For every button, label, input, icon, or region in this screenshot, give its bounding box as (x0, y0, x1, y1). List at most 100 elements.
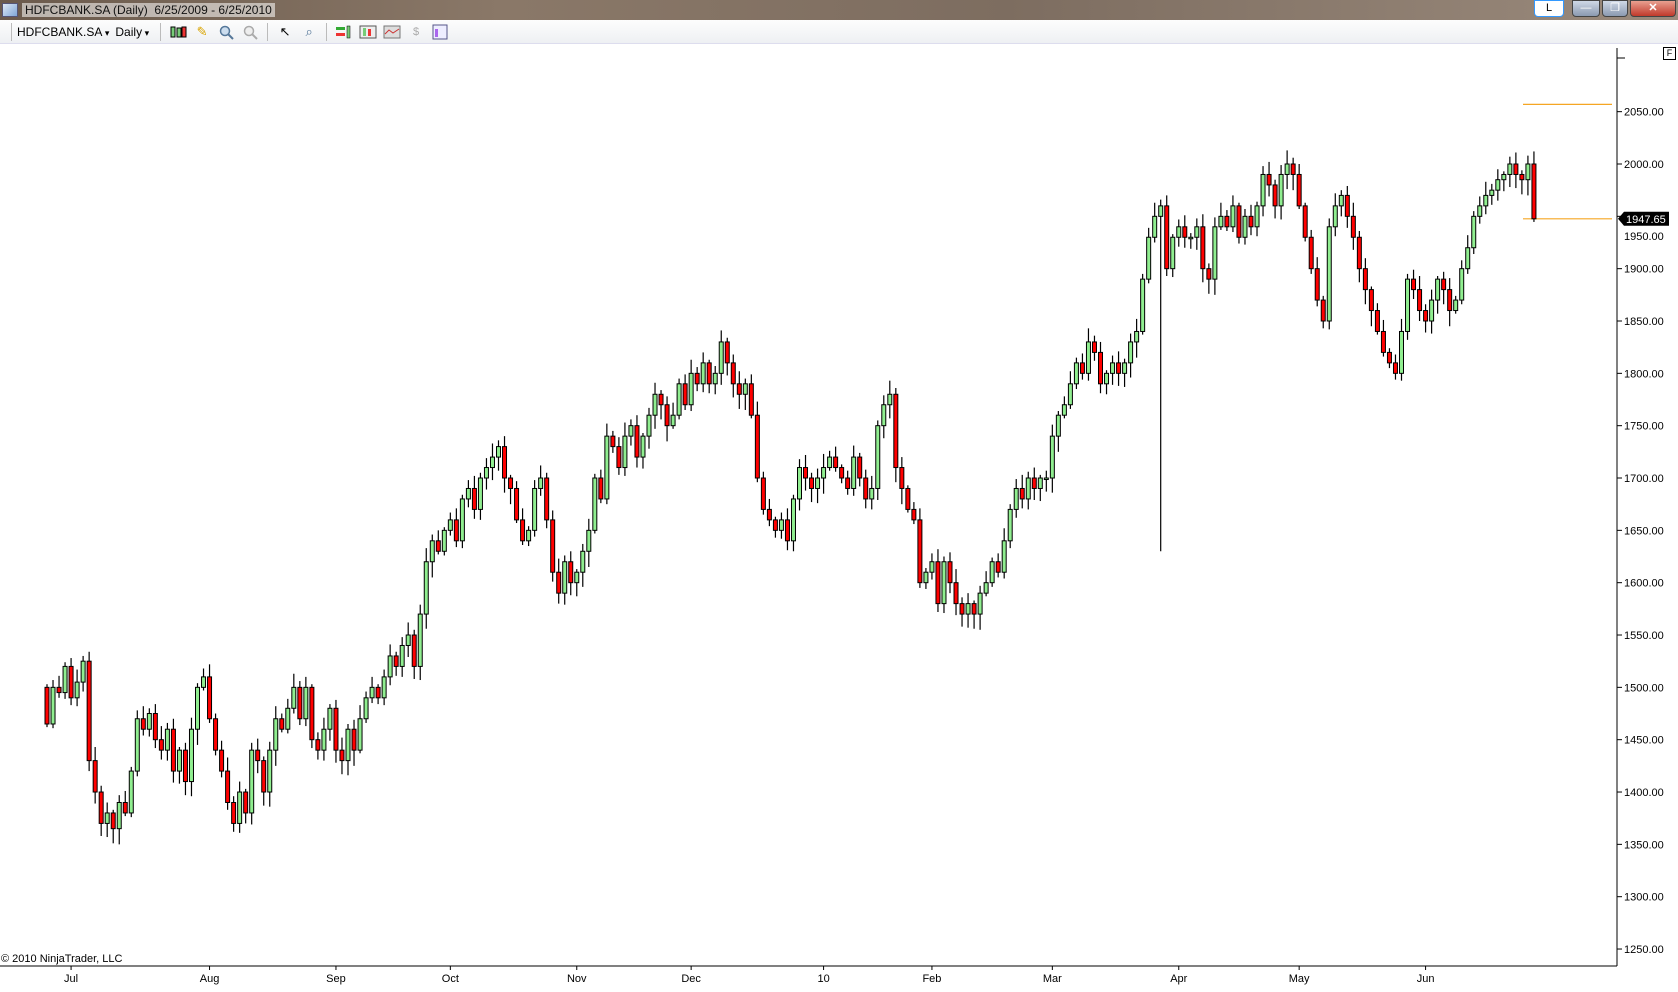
candle-down (1266, 161, 1272, 197)
candle-body (1344, 194, 1350, 217)
candle-body (453, 519, 459, 542)
candle-up (1013, 479, 1019, 518)
candle-down (225, 757, 231, 810)
strategies-icon[interactable] (359, 24, 377, 40)
candle-body (574, 571, 580, 584)
candle-up (538, 465, 544, 496)
candle-up (1465, 235, 1471, 274)
instrument-dropdown[interactable]: HDFCBANK.SA (17, 25, 109, 39)
candle-body (712, 372, 718, 385)
dollar-order-icon[interactable]: $ (413, 25, 420, 38)
candle-body (1031, 477, 1037, 489)
candle-body (1477, 205, 1483, 217)
candle-down (56, 675, 62, 698)
candle-body (92, 760, 98, 793)
candle-body (1218, 215, 1224, 228)
pencil-draw-icon[interactable]: ✎ (196, 23, 208, 39)
candle-down (995, 553, 1001, 578)
candle-body (772, 519, 778, 531)
candle-body (1362, 268, 1368, 291)
candle-up (321, 717, 327, 761)
properties-icon[interactable] (431, 24, 449, 40)
candle-body (1073, 362, 1079, 385)
candle-up (778, 512, 784, 539)
candle-body (1134, 330, 1140, 343)
candle-down (1441, 271, 1447, 305)
candle-body (315, 739, 321, 751)
candle-body (267, 749, 273, 793)
candle-down (658, 390, 664, 420)
candle-up (1152, 202, 1158, 243)
candle-down (634, 415, 640, 468)
candle-down (333, 699, 339, 763)
window-title: HDFCBANK.SA (Daily) 6/25/2009 - 6/25/201… (22, 3, 275, 17)
candle-body (827, 456, 833, 469)
candle-body (742, 383, 748, 395)
cursor-select-icon[interactable]: ↖ (279, 23, 291, 39)
candle-body (1471, 215, 1477, 249)
candle-down (953, 569, 959, 616)
interval-dropdown[interactable]: Daily (115, 25, 149, 39)
divider (267, 22, 269, 41)
candle-body (225, 770, 231, 803)
candle-up (1170, 234, 1176, 278)
candle-down (1350, 202, 1356, 250)
candle-up (1122, 358, 1128, 387)
candle-down (784, 508, 790, 551)
candle-up (1477, 196, 1483, 224)
candle-body (923, 571, 929, 584)
candle-body (44, 686, 50, 725)
candle-body (1374, 310, 1380, 332)
candle-down (1392, 354, 1398, 380)
candle-up (399, 637, 405, 677)
candle-body (249, 749, 255, 814)
candle-body (1079, 362, 1085, 374)
candle-body (610, 435, 616, 448)
candle-body (1158, 205, 1164, 217)
candle-down (544, 472, 550, 529)
l-button[interactable]: L (1534, 0, 1564, 17)
candle-body (441, 529, 447, 552)
price-chart[interactable]: 2050.00 2000.00 1950.00 1900.00 1850.00 1800.… (0, 44, 1678, 992)
candle-down (1356, 230, 1362, 283)
candle-body (237, 791, 243, 824)
magnifier-icon[interactable]: ⌕ (305, 23, 313, 39)
candle-up (369, 676, 375, 704)
candle-down (1296, 164, 1302, 210)
candle-body (1386, 351, 1392, 364)
candle-body (851, 456, 857, 489)
candle-up (447, 512, 453, 536)
close-button[interactable]: ✕ (1630, 0, 1676, 17)
copyright-text: © 2010 NinjaTrader, LLC (1, 953, 123, 965)
zoom-in-icon[interactable] (217, 24, 235, 40)
candle-body (971, 603, 977, 615)
candle-down (917, 508, 923, 588)
panel-f-button[interactable]: F (1663, 47, 1676, 60)
indicators-icon[interactable] (335, 24, 353, 40)
candle-down (1248, 204, 1254, 236)
candle-down (207, 664, 213, 723)
candlestick-style-icon[interactable] (169, 24, 187, 40)
minimize-button[interactable]: — (1572, 0, 1600, 17)
candle-body (622, 435, 628, 469)
candle-body (911, 508, 917, 521)
candle-body (1399, 330, 1404, 374)
candle-down (1206, 263, 1212, 294)
candle-up (652, 382, 658, 429)
candle-down (736, 371, 742, 409)
candle-down (1302, 202, 1308, 242)
candle-body (1525, 163, 1531, 181)
app-icon (2, 3, 18, 17)
candle-body (1152, 215, 1158, 238)
candle-body (520, 519, 526, 542)
candle-up (1061, 396, 1067, 419)
candle-body (1405, 278, 1411, 332)
y-tick-label: 1600.00 (1624, 578, 1664, 590)
candle-down (899, 457, 905, 505)
candle-body (845, 477, 851, 489)
chart-data-icon[interactable] (383, 24, 401, 40)
candle-down (760, 471, 766, 515)
zoom-out-icon[interactable] (241, 24, 259, 40)
restore-button[interactable]: ❐ (1602, 0, 1628, 17)
candle-body (333, 707, 339, 751)
